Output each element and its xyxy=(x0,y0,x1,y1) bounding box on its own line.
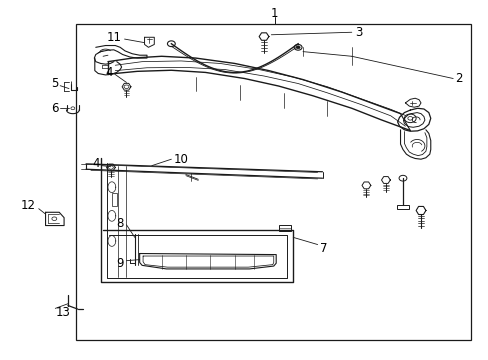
Text: 11: 11 xyxy=(106,31,122,44)
Text: 1: 1 xyxy=(270,7,278,20)
Bar xyxy=(112,193,117,206)
Bar xyxy=(278,225,290,231)
Text: 9: 9 xyxy=(116,257,124,270)
Text: 4: 4 xyxy=(93,157,100,170)
Text: 7: 7 xyxy=(320,242,327,255)
Text: 8: 8 xyxy=(117,216,124,230)
Bar xyxy=(396,205,408,209)
Text: 12: 12 xyxy=(21,199,36,212)
Bar xyxy=(76,24,470,339)
Circle shape xyxy=(296,46,300,49)
Text: 6: 6 xyxy=(51,102,58,115)
Text: 3: 3 xyxy=(354,26,361,39)
Text: 4: 4 xyxy=(105,66,113,79)
Text: 2: 2 xyxy=(454,72,462,85)
Text: 13: 13 xyxy=(55,306,70,319)
Text: 10: 10 xyxy=(173,153,188,166)
Text: 5: 5 xyxy=(51,77,58,90)
